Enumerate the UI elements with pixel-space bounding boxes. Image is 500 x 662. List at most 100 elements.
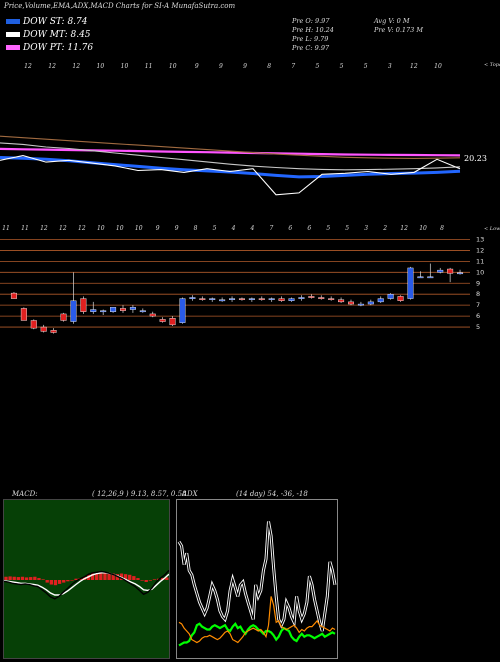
- price-top-tick-label: 11: [2, 225, 10, 232]
- macd-histogram-bar: [16, 577, 20, 580]
- ema-top-tick-label: 9: [243, 63, 247, 70]
- candle-body: [338, 299, 345, 303]
- candle-body: [199, 298, 206, 300]
- price-top-tick-label: 3: [364, 225, 368, 232]
- candle-body: [129, 307, 136, 310]
- macd-histogram-bar: [66, 580, 70, 582]
- candle-body: [318, 297, 325, 299]
- candle-body: [328, 298, 335, 300]
- price-axis-tick-label: 10: [476, 268, 484, 276]
- price-top-tick-label: 12: [400, 225, 408, 232]
- candle-body: [357, 303, 364, 306]
- macd-panel: [3, 499, 170, 659]
- candle-body: [209, 298, 216, 300]
- price-top-tick-label: 5: [326, 225, 330, 232]
- price-top-tick-label: 10: [97, 225, 105, 232]
- macd-histogram-bar: [152, 579, 157, 580]
- candle-body: [457, 272, 464, 275]
- legend-swatch-icon: [6, 32, 20, 37]
- macd-histogram-bar: [41, 579, 45, 580]
- candle-body: [139, 310, 146, 313]
- macd-histogram-bar: [74, 578, 78, 580]
- ema-series-line: [0, 142, 461, 171]
- candle-body: [268, 298, 275, 300]
- ema-chart: 12 12 12 10 10 11 10 9 9 9 8 7 5 5 5 3 12 10 < Topa 20.23: [0, 62, 500, 196]
- ema-top-tick-label: 12: [24, 63, 32, 70]
- candle-body: [387, 294, 394, 299]
- ema-top-tick-label: 7: [291, 63, 295, 70]
- stat-pre-open: Pre O: 9.97: [292, 17, 330, 25]
- macd-histogram-bar: [119, 573, 124, 580]
- candle-body: [367, 301, 374, 305]
- ema-top-tick-label: 12: [48, 63, 56, 70]
- candle-body: [30, 320, 37, 329]
- ema-top-tick-label: 10: [169, 63, 177, 70]
- price-top-tick-label: 6: [307, 225, 311, 232]
- adx-title: ADX: [182, 490, 198, 498]
- stat-pre-volume: Pre V: 0.173 M: [374, 26, 424, 34]
- macd-histogram-bar: [37, 578, 41, 580]
- macd-histogram-bar: [49, 580, 53, 585]
- macd-histogram-bar: [90, 573, 95, 580]
- price-top-tick-label: 10: [135, 225, 143, 232]
- page-title: Price,Volume,EMA,ADX,MACD Charts for SI-…: [4, 2, 236, 10]
- price-top-tick-label: 10: [116, 225, 124, 232]
- macd-histogram-bar: [4, 576, 8, 580]
- macd-histogram-bar: [20, 576, 25, 580]
- adx-params: (14 day) 54, -36, -18: [236, 490, 308, 498]
- candle-body: [100, 310, 107, 313]
- price-top-tick-label: 2: [382, 225, 387, 232]
- ema-series-line: [0, 135, 461, 159]
- price-top-tick-label: 4: [231, 225, 236, 232]
- macd-histogram-bar: [8, 576, 12, 580]
- adx-series-line: [178, 621, 336, 647]
- macd-line: [3, 569, 170, 600]
- candle-body: [149, 313, 156, 317]
- macd-params: ( 12,26,9 ) 9.13, 8.57, 0.58: [92, 490, 187, 498]
- price-top-tick-label: 12: [59, 225, 67, 232]
- stat-pre-close: Pre C: 9.97: [292, 44, 330, 52]
- ema-value-label: 20.23: [464, 154, 487, 163]
- price-top-tick-label: 9: [175, 225, 179, 232]
- candle-body: [10, 292, 17, 299]
- candle-body: [219, 299, 226, 302]
- legend-label: DOW PT: 11.76: [23, 43, 94, 53]
- macd-histogram-bar: [136, 578, 140, 580]
- ema-top-tick-label: 9: [195, 63, 199, 70]
- ema-top-tick-label: 5: [315, 63, 319, 70]
- adx-series-line: [178, 521, 336, 632]
- macd-histogram-bar: [70, 580, 74, 581]
- price-axis-tick-label: 11: [476, 257, 484, 265]
- ema-top-tick-label: 3: [388, 63, 392, 70]
- adx-series-line: [178, 596, 336, 644]
- candle-body: [258, 298, 265, 300]
- price-corner-label: < Lowex: [484, 226, 500, 232]
- candle-body: [238, 298, 245, 300]
- candle-body: [90, 309, 97, 312]
- macd-histogram-bar: [123, 574, 128, 580]
- legend-swatch-icon: [6, 45, 20, 50]
- price-top-tick-label: 5: [345, 225, 349, 232]
- candle-body: [159, 319, 166, 322]
- candle-body: [348, 301, 355, 305]
- stat-pre-high: Pre H: 10.24: [292, 26, 334, 34]
- macd-histogram-bar: [132, 576, 136, 580]
- legend-dow-pt: DOW PT: 11.76: [6, 43, 93, 53]
- candle-body: [377, 298, 384, 303]
- price-axis-tick-label: 13: [476, 235, 484, 243]
- stat-avg-volume: Avg V: 0 M: [374, 17, 410, 25]
- candle-body: [298, 297, 305, 299]
- price-top-tick-label: 8: [194, 225, 198, 232]
- macd-histogram-bar: [29, 577, 33, 580]
- ema-top-tick-label: 5: [340, 63, 344, 70]
- price-top-tick-label: 12: [40, 225, 48, 232]
- candle-body: [437, 269, 444, 273]
- macd-histogram-bar: [165, 577, 169, 580]
- price-top-tick-label: 5: [213, 225, 217, 232]
- price-top-tick-label: 9: [156, 225, 160, 232]
- candle-body: [407, 267, 414, 299]
- candle-body: [40, 326, 47, 332]
- macd-histogram-bar: [33, 576, 37, 580]
- candle-body: [20, 308, 27, 321]
- macd-histogram-bar: [128, 574, 132, 580]
